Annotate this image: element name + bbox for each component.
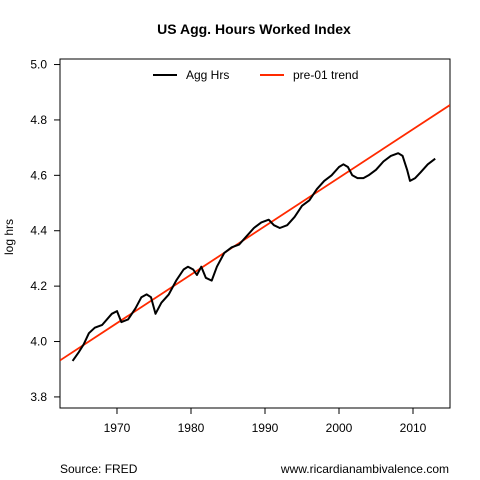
- chart-title: US Agg. Hours Worked Index: [157, 21, 351, 37]
- x-tick-label: 2000: [326, 421, 353, 435]
- y-tick-label: 4.4: [30, 224, 47, 238]
- x-tick-label: 1990: [252, 421, 279, 435]
- plot-frame: [59, 58, 451, 409]
- series-layer: [60, 104, 450, 362]
- x-tick-label: 1980: [178, 421, 205, 435]
- y-axis: 3.8 4.0 4.2 4.4 4.6 4.8 5.0: [30, 58, 60, 404]
- legend-label: pre-01 trend: [293, 68, 358, 82]
- series-line-pre-01-trend: [60, 104, 450, 362]
- y-tick-label: 3.8: [30, 390, 47, 404]
- x-tick-label: 1970: [104, 421, 131, 435]
- y-tick-label: 4.0: [30, 335, 47, 349]
- series-line-agg-hrs: [71, 152, 436, 362]
- source-note: Source: FRED: [60, 462, 138, 476]
- y-tick-label: 4.6: [30, 168, 47, 182]
- y-tick-label: 4.8: [30, 113, 47, 127]
- legend: Agg Hrs pre-01 trend: [153, 68, 358, 82]
- y-tick-label: 5.0: [30, 58, 47, 72]
- y-tick-label: 4.2: [30, 279, 47, 293]
- y-axis-label: log hrs: [2, 219, 16, 255]
- legend-label: Agg Hrs: [186, 68, 229, 82]
- site-credit: www.ricardianambivalence.com: [280, 462, 449, 476]
- x-tick-label: 2010: [400, 421, 427, 435]
- x-axis: 1970 1980 1990 2000 2010: [104, 408, 427, 435]
